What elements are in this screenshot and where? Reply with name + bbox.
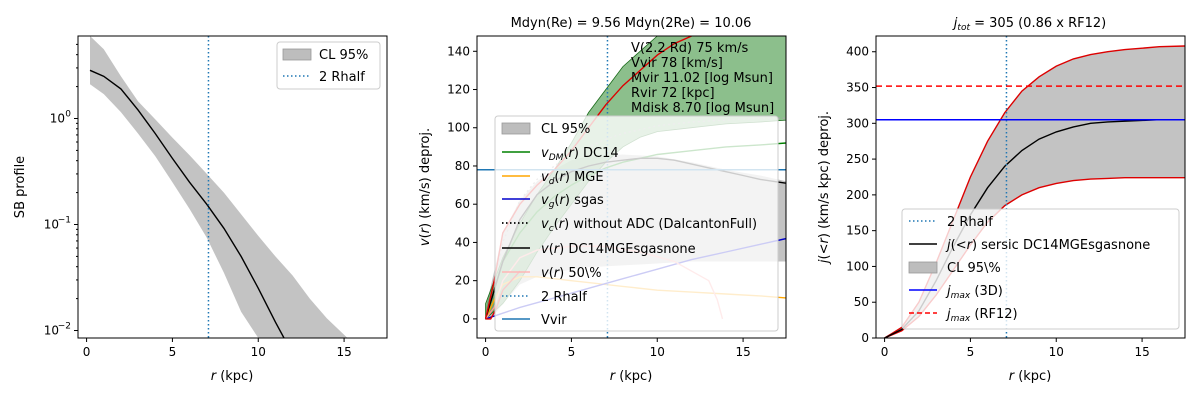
legend: CL 95% 2 Rhalf: [276, 41, 381, 90]
y-tick-label: 120: [447, 83, 470, 97]
x-tick-label: 10: [1049, 345, 1064, 359]
y-tick-label: 10: [44, 324, 59, 338]
x-ticks: 0 5 10 15: [881, 338, 1150, 359]
legend-swatch-band: [908, 261, 938, 274]
legend-entry-label: vDM(r) DC14: [541, 146, 619, 163]
chart-title: Mdyn(Re) = 9.56 Mdyn(2Re) = 10.06: [511, 16, 752, 31]
x-tick-label: 15: [1134, 345, 1149, 359]
annotation: V(2.2 Rd) 75 km/s Vvir 78 [km/s] Mvir 11…: [631, 41, 774, 116]
x-tick-label: 5: [568, 345, 576, 359]
x-axis-label: r (kpc): [610, 369, 653, 384]
y-tick-label: 400: [846, 45, 869, 59]
line-layer: [89, 69, 285, 338]
legend-entry-label: 2 Rhalf: [541, 290, 587, 305]
legend-entry-label: v(r) 50\%: [541, 266, 602, 281]
y-tick-exponent: −2: [58, 322, 71, 332]
legend-entry-label: CL 95\%: [947, 261, 1001, 276]
legend-frame: [494, 115, 779, 332]
legend-entry-label: v(r) DC14MGEsgasnone: [541, 242, 696, 257]
series-line: [89, 69, 285, 338]
y-tick-label: 20: [455, 274, 470, 288]
plot-frame: [875, 35, 1186, 339]
legend: 2 Rhalf j(<r) sersic DC14MGEsgasnone CL …: [901, 208, 1180, 330]
legend-entry-label: j(<r) sersic DC14MGEsgasnone: [945, 238, 1150, 253]
y-tick-label: 150: [846, 224, 869, 238]
x-tick-label: 0: [83, 345, 91, 359]
band-layer: [90, 36, 348, 338]
y-tick-label: 10: [44, 218, 59, 232]
annotation-line: V(2.2 Rd) 75 km/s: [631, 41, 749, 56]
legend: CL 95% vDM(r) DC14 vd(r) MGE vg(r) sgas …: [494, 115, 779, 332]
x-tick-label: 5: [967, 345, 975, 359]
annotation-line: Mdisk 8.70 [log Msun]: [631, 101, 774, 116]
ref-layer: [876, 36, 1185, 338]
legend-entry-label: jmax (RF12): [945, 307, 1018, 324]
x-ticks: 0 5 10 15: [83, 338, 352, 359]
x-tick-label: 0: [881, 345, 889, 359]
legend-entry-label: 2 Rhalf: [947, 215, 993, 230]
y-tick-label: 40: [455, 235, 470, 249]
legend-entry-label: vc(r) without ADC (DalcantonFull): [541, 217, 757, 234]
y-axis-label: v(r) (km/s) deproj.: [418, 128, 433, 246]
y-tick-label: 140: [447, 44, 470, 58]
legend-swatch-band: [501, 122, 531, 135]
y-tick-label: 100: [846, 259, 869, 273]
y-tick-exponent: 0: [65, 109, 71, 119]
x-tick-label: 0: [482, 345, 490, 359]
y-ticks: 10 010−110−2: [44, 43, 78, 338]
confidence-band: [90, 36, 348, 338]
y-tick-label: 0: [462, 312, 470, 326]
x-tick-label: 15: [735, 345, 750, 359]
plot-area: [89, 36, 348, 338]
y-tick-label: 10: [50, 111, 65, 125]
y-tick-label: 0: [861, 331, 869, 345]
annotation-line: Rvir 72 [kpc]: [631, 86, 715, 101]
plot-frame: [77, 35, 388, 339]
annotation-line: Vvir 78 [km/s]: [631, 56, 723, 71]
y-tick-label: 250: [846, 152, 869, 166]
chart-title: jtot = 305 (0.86 x RF12): [952, 16, 1106, 33]
y-axis-label: SB profile: [13, 156, 28, 218]
legend-entry-label: Vvir: [541, 313, 567, 328]
chart-angular-momentum: jtot = 305 (0.86 x RF12) 0 5 10 15 0 50 100 15…: [817, 16, 1186, 384]
y-tick-exponent: −1: [58, 216, 71, 226]
legend-entry-label: 2 Rhalf: [319, 70, 365, 85]
legend-entry-label: vd(r) MGE: [541, 170, 604, 187]
y-axis-label: j(<r) (km/s kpc) deproj.: [817, 111, 832, 265]
x-tick-label: 10: [650, 345, 665, 359]
annotation-line: Mvir 11.02 [log Msun]: [631, 71, 773, 86]
y-tick-label: 350: [846, 81, 869, 95]
y-tick-label: 80: [455, 159, 470, 173]
chart-sb-profile: 0 5 10 15 10 010−110−2 r (kpc) SB profile CL…: [13, 35, 388, 384]
legend-entry-label: CL 95%: [541, 122, 590, 137]
legend-entry-label: CL 95%: [319, 48, 368, 63]
x-tick-label: 15: [336, 345, 351, 359]
x-tick-label: 5: [169, 345, 177, 359]
y-tick-label: 300: [846, 116, 869, 130]
x-axis-label: r (kpc): [1009, 369, 1052, 384]
y-tick-label: 50: [854, 295, 869, 309]
y-tick-label: 60: [455, 197, 470, 211]
legend-swatch-band: [282, 48, 312, 61]
legend-entry-label: jmax (3D): [945, 284, 1003, 301]
chart-rotation-curve: Mdyn(Re) = 9.56 Mdyn(2Re) = 10.06 0 5 10 15…: [418, 16, 787, 384]
y-tick-label: 200: [846, 188, 869, 202]
y-ticks: 0 50 100 150 200 250 300 350 400: [846, 45, 876, 345]
y-ticks: 0 20 40 60 80 100 120 140: [447, 44, 477, 326]
x-tick-label: 10: [251, 345, 266, 359]
plot-frame: [476, 35, 787, 339]
y-tick-label: 100: [447, 121, 470, 135]
legend-entry-label: vg(r) sgas: [541, 193, 604, 210]
x-axis-label: r (kpc): [211, 369, 254, 384]
legend-frame: [901, 208, 1180, 330]
x-ticks: 0 5 10 15: [482, 338, 751, 359]
